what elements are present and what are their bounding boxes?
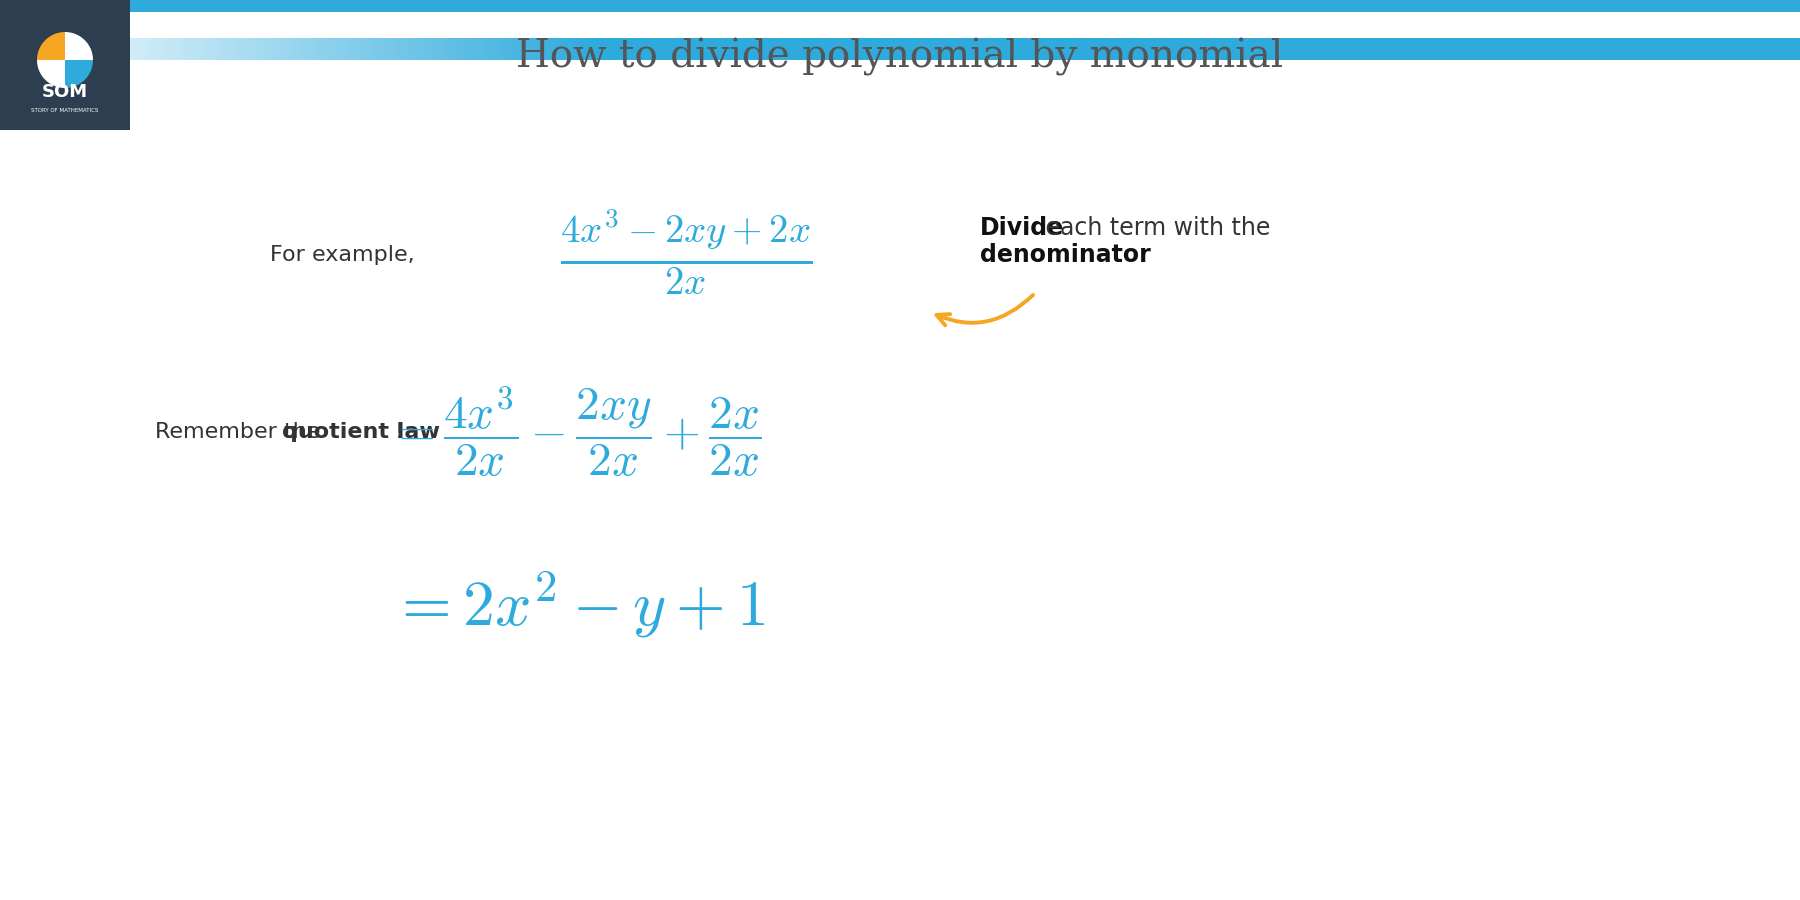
Polygon shape — [38, 60, 65, 88]
Text: $\frac{4x^3 - 2xy + 2x}{2x}$: $\frac{4x^3 - 2xy + 2x}{2x}$ — [560, 208, 812, 296]
Bar — [599, 38, 1800, 60]
Text: Remember the: Remember the — [155, 422, 328, 442]
FancyArrowPatch shape — [936, 295, 1033, 326]
Polygon shape — [65, 32, 94, 60]
Polygon shape — [65, 60, 94, 88]
Text: denominator: denominator — [979, 243, 1150, 267]
Text: SOM: SOM — [41, 83, 88, 101]
Bar — [130, 0, 1800, 12]
Polygon shape — [38, 32, 65, 60]
Text: quotient law: quotient law — [283, 422, 439, 442]
Text: STORY OF MATHEMATICS: STORY OF MATHEMATICS — [31, 107, 99, 112]
Text: How to divide polynomial by monomial: How to divide polynomial by monomial — [517, 38, 1283, 76]
Bar — [0, 0, 130, 130]
Text: Divide: Divide — [979, 216, 1064, 240]
Text: each term with the: each term with the — [1039, 216, 1271, 240]
Text: For example,: For example, — [270, 245, 414, 265]
Text: $= 2x^2 - y + 1$: $= 2x^2 - y + 1$ — [391, 570, 765, 640]
Text: !: ! — [394, 422, 403, 442]
Text: $= \dfrac{4x^3}{2x} - \dfrac{2xy}{2x} + \dfrac{2x}{2x}$: $= \dfrac{4x^3}{2x} - \dfrac{2xy}{2x} + … — [391, 385, 761, 479]
